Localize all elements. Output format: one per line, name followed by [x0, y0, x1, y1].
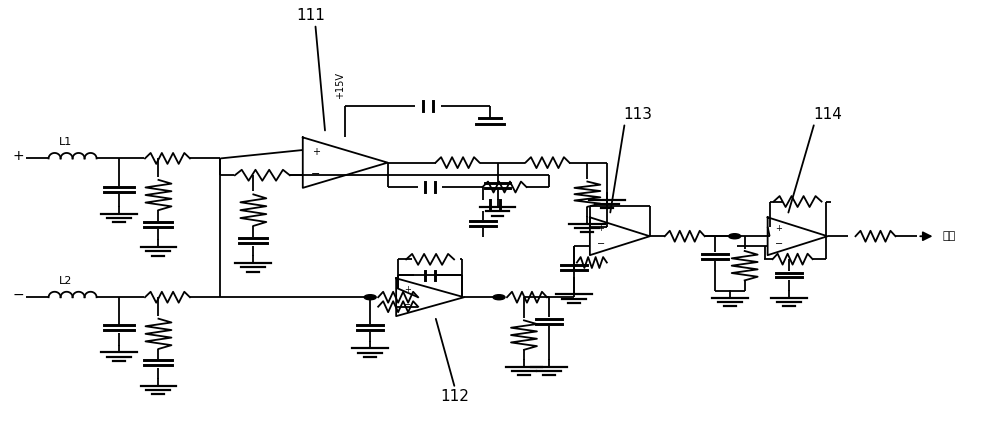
Text: 111: 111	[296, 8, 325, 23]
Circle shape	[364, 295, 376, 300]
Text: −: −	[775, 239, 783, 249]
Text: 输出: 输出	[942, 231, 956, 241]
Text: 114: 114	[813, 107, 842, 122]
Text: +: +	[775, 224, 782, 233]
Text: 112: 112	[441, 390, 470, 404]
Circle shape	[493, 295, 505, 300]
Text: L2: L2	[59, 276, 72, 286]
Circle shape	[729, 234, 741, 239]
Text: L1: L1	[59, 137, 72, 147]
Text: 113: 113	[623, 107, 652, 122]
Text: −: −	[597, 239, 605, 249]
Text: −: −	[13, 288, 24, 302]
Text: +: +	[312, 147, 320, 157]
Text: −: −	[311, 168, 320, 179]
Text: +: +	[13, 149, 24, 163]
Text: +: +	[404, 284, 411, 294]
Text: +: +	[597, 224, 604, 233]
Text: +15V: +15V	[335, 73, 345, 100]
Text: −: −	[403, 300, 411, 311]
